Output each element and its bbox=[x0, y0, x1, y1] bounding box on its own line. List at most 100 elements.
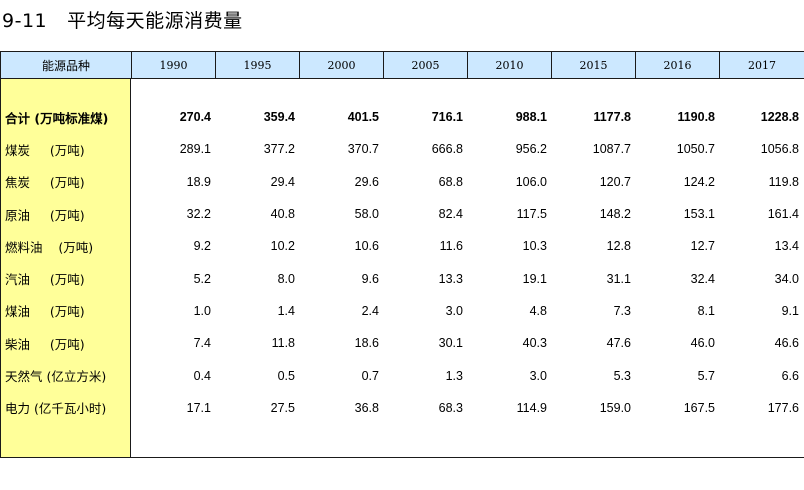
table-cell: 359.4 bbox=[263, 110, 295, 125]
table-cell: 17.1 bbox=[186, 400, 211, 415]
table-cell: 82.4 bbox=[438, 207, 463, 222]
table-row: 天然气 (亿立方米) 0.4 0.5 0.7 1.3 3.0 5.3 5.7 6.6 bbox=[0, 359, 804, 391]
table-cell: 177.6 bbox=[767, 400, 799, 415]
row-label: 柴油 (万吨) bbox=[5, 336, 85, 352]
table-cell: 13.3 bbox=[438, 271, 463, 286]
row-label: 煤炭 (万吨) bbox=[5, 142, 85, 158]
table-cell: 12.7 bbox=[690, 239, 715, 254]
page-title: 9-11 平均每天能源消费量 bbox=[2, 6, 243, 33]
row-label: 焦炭 (万吨) bbox=[5, 175, 85, 191]
table-number: 9-11 bbox=[2, 10, 48, 32]
table-cell: 13.4 bbox=[774, 239, 799, 254]
table-row: 燃料油 (万吨) 9.2 10.2 10.6 11.6 10.3 12.8 12.7 13.4 bbox=[0, 230, 804, 262]
table-row: 电力 (亿千瓦小时) 17.1 27.5 36.8 68.3 114.9 159.0 167.… bbox=[0, 392, 804, 424]
table-cell: 7.3 bbox=[613, 303, 631, 318]
table-cell: 7.4 bbox=[193, 336, 211, 351]
table-cell: 1050.7 bbox=[676, 142, 715, 157]
table-cell: 6.6 bbox=[781, 368, 799, 383]
energy-table: 能源品种 1990 1995 2000 2005 2010 2015 2016 2017 合计… bbox=[0, 51, 804, 457]
table-cell: 40.3 bbox=[522, 336, 547, 351]
table-cell: 19.1 bbox=[522, 271, 547, 286]
table-cell: 36.8 bbox=[354, 400, 379, 415]
table-row: 焦炭 (万吨) 18.9 29.4 29.6 68.8 106.0 120.7 124.2 11… bbox=[0, 166, 804, 198]
table-cell: 8.1 bbox=[697, 303, 715, 318]
table-cell: 1.4 bbox=[277, 303, 295, 318]
table-cell: 1056.8 bbox=[760, 142, 799, 157]
table-cell: 1.0 bbox=[193, 303, 211, 318]
table-row: 合计 (万吨标准煤) 270.4 359.4 401.5 716.1 988.1 1177.… bbox=[0, 101, 804, 133]
table-cell: 3.0 bbox=[445, 303, 463, 318]
table-cell: 5.7 bbox=[697, 368, 715, 383]
table-cell: 0.5 bbox=[277, 368, 295, 383]
table-cell: 1.3 bbox=[445, 368, 463, 383]
year-header: 2010 bbox=[468, 52, 552, 78]
table-cell: 401.5 bbox=[347, 110, 379, 125]
table-cell: 148.2 bbox=[599, 207, 631, 222]
year-header: 1990 bbox=[132, 52, 216, 78]
table-rows: 合计 (万吨标准煤) 270.4 359.4 401.5 716.1 988.1 1177.… bbox=[0, 101, 804, 424]
table-cell: 988.1 bbox=[515, 110, 547, 125]
table-cell: 27.5 bbox=[270, 400, 295, 415]
table-cell: 114.9 bbox=[516, 400, 547, 415]
table-cell: 167.5 bbox=[683, 400, 715, 415]
table-row: 原油 (万吨) 32.2 40.8 58.0 82.4 117.5 148.2 153.1 16… bbox=[0, 198, 804, 230]
row-label: 燃料油 (万吨) bbox=[5, 239, 94, 255]
year-header: 2017 bbox=[748, 58, 776, 72]
table-cell: 120.7 bbox=[599, 174, 631, 189]
table-cell: 10.2 bbox=[270, 239, 295, 254]
year-header: 2000 bbox=[300, 52, 384, 78]
table-row: 柴油 (万吨) 7.4 11.8 18.6 30.1 40.3 47.6 46.0 46.6 bbox=[0, 327, 804, 359]
table-body: 合计 (万吨标准煤) 270.4 359.4 401.5 716.1 988.1 1177.… bbox=[0, 79, 804, 457]
row-label: 合计 (万吨标准煤) bbox=[5, 110, 109, 126]
row-label: 原油 (万吨) bbox=[5, 207, 85, 223]
row-label: 煤油 (万吨) bbox=[5, 304, 85, 320]
table-cell: 1087.7 bbox=[592, 142, 631, 157]
row-label: 电力 (亿千瓦小时) bbox=[5, 401, 107, 417]
table-cell: 32.4 bbox=[690, 271, 715, 286]
table-cell: 119.8 bbox=[768, 174, 799, 189]
table-cell: 1228.8 bbox=[760, 110, 799, 125]
table-cell: 4.8 bbox=[529, 303, 547, 318]
table-cell: 68.3 bbox=[438, 400, 463, 415]
year-header: 1995 bbox=[216, 52, 300, 78]
year-header: 2016 bbox=[636, 52, 720, 78]
table-cell: 58.0 bbox=[354, 207, 379, 222]
table-cell: 29.4 bbox=[270, 174, 295, 189]
table-cell: 153.1 bbox=[683, 207, 715, 222]
year-header: 2015 bbox=[552, 52, 636, 78]
table-cell: 161.4 bbox=[767, 207, 799, 222]
table-cell: 289.1 bbox=[179, 142, 211, 157]
table-cell: 31.1 bbox=[606, 271, 631, 286]
table-cell: 10.6 bbox=[354, 239, 379, 254]
table-cell: 29.6 bbox=[354, 174, 379, 189]
table-cell: 9.6 bbox=[361, 271, 379, 286]
label-column bbox=[0, 79, 131, 457]
table-cell: 2.4 bbox=[361, 303, 379, 318]
table-cell: 106.0 bbox=[515, 174, 547, 189]
table-cell: 18.6 bbox=[354, 336, 379, 351]
corner-header: 能源品种 bbox=[0, 52, 132, 78]
table-cell: 10.3 bbox=[522, 239, 547, 254]
table-cell: 11.8 bbox=[271, 336, 295, 351]
table-cell: 5.2 bbox=[193, 271, 211, 286]
row-label: 天然气 (亿立方米) bbox=[5, 369, 107, 385]
table-cell: 0.4 bbox=[193, 368, 211, 383]
table-cell: 32.2 bbox=[186, 207, 211, 222]
table-cell: 30.1 bbox=[438, 336, 463, 351]
table-header: 能源品种 1990 1995 2000 2005 2010 2015 2016 2017 bbox=[0, 51, 804, 79]
table-cell: 159.0 bbox=[599, 400, 631, 415]
table-cell: 124.2 bbox=[683, 174, 715, 189]
table-cell: 270.4 bbox=[179, 110, 211, 125]
table-row: 煤炭 (万吨) 289.1 377.2 370.7 666.8 956.2 1087.7 10… bbox=[0, 133, 804, 165]
table-cell: 370.7 bbox=[347, 142, 379, 157]
table-cell: 46.6 bbox=[774, 336, 799, 351]
table-cell: 11.6 bbox=[439, 239, 463, 254]
table-cell: 12.8 bbox=[606, 239, 631, 254]
table-cell: 377.2 bbox=[263, 142, 295, 157]
table-cell: 18.9 bbox=[186, 174, 211, 189]
table-cell: 1177.8 bbox=[593, 110, 631, 125]
table-cell: 9.1 bbox=[781, 303, 799, 318]
table-cell: 9.2 bbox=[193, 239, 211, 254]
table-cell: 716.1 bbox=[431, 110, 463, 125]
table-cell: 47.6 bbox=[606, 336, 631, 351]
